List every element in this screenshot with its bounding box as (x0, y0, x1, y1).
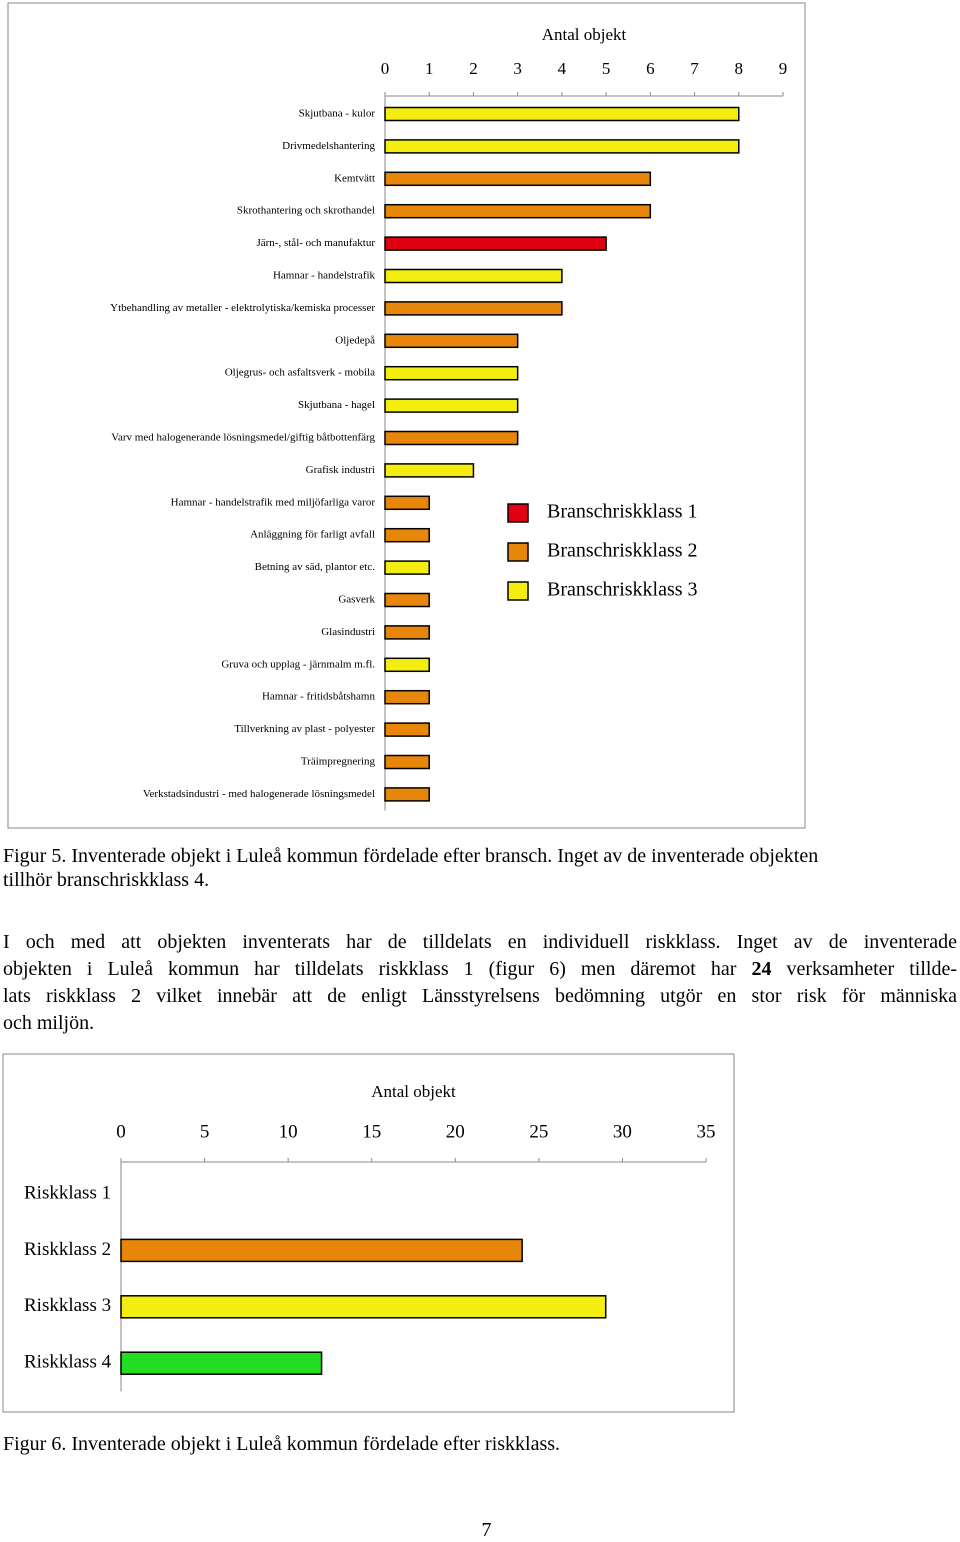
caption: Figur 6. Inventerade objekt i Luleå komm… (3, 1433, 561, 1455)
x-tick-label: 5 (200, 1121, 210, 1142)
bar (384, 754, 430, 770)
category-label: Hamnar - handelstrafik (273, 270, 376, 282)
bar (384, 203, 652, 219)
axis-title: Antal objekt (542, 25, 627, 44)
page-number: 7 (481, 1519, 492, 1541)
x-tick-label: 7 (690, 59, 699, 78)
legend-swatch (507, 581, 529, 601)
bar (384, 722, 430, 737)
text: och miljön. (3, 1012, 95, 1034)
paragraph-line: objekten i Luleå kommun har tilldelats r… (3, 957, 957, 981)
category-label: Oljegrus- och asfaltsverk - mobila (225, 367, 375, 379)
category-label: Varv med halogenerande lösningsmedel/gif… (111, 432, 375, 444)
x-tick-label: 0 (116, 1121, 126, 1142)
x-tick-label: 15 (362, 1121, 381, 1142)
category-label: Skrothantering och skrothandel (237, 205, 375, 217)
category-label: Gasverk (338, 594, 375, 606)
x-tick-label: 6 (646, 59, 655, 78)
bar (384, 236, 607, 251)
category-label: Tillverkning av plast - polyester (234, 723, 375, 735)
x-tick-label: 25 (529, 1121, 548, 1142)
paragraph-line: och miljön. (3, 1011, 957, 1035)
x-tick-label: 5 (602, 59, 611, 78)
x-tick-label: 20 (446, 1121, 465, 1142)
category-label: Hamnar - fritidsbåtshamn (262, 691, 376, 703)
bar (384, 592, 430, 608)
category-label: Gruva och upplag - järnmalm m.fl. (221, 658, 375, 670)
x-tick-label: 35 (697, 1121, 716, 1142)
bar (120, 1295, 607, 1319)
bar (384, 625, 430, 640)
x-tick-label: 30 (613, 1121, 632, 1142)
bar (120, 1351, 323, 1375)
x-tick-label: 8 (735, 59, 744, 78)
bar (384, 171, 652, 187)
x-tick-label: 9 (779, 59, 788, 78)
x-tick-label: 0 (381, 59, 390, 78)
category-label: Skjutbana - hagel (298, 399, 375, 411)
bar (384, 787, 430, 802)
category-label: Träimpregnering (301, 756, 376, 768)
legend-label: Branschriskklass 1 (547, 501, 698, 523)
category-label: Verkstadsindustri - med halogenerade lös… (143, 788, 375, 800)
category-label: Grafisk industri (306, 464, 375, 476)
bar (384, 463, 475, 478)
bar (384, 527, 430, 543)
legend-swatch (507, 542, 529, 562)
category-label: Anläggning för farligt avfall (250, 529, 375, 541)
text: I och med att objekten inventerats har d… (3, 931, 957, 953)
bar (384, 430, 519, 446)
category-label: Oljedepå (335, 334, 375, 346)
text: lats riskklass 2 vilket innebär att de e… (3, 985, 957, 1007)
legend-label: Branschriskklass 2 (547, 540, 698, 562)
caption: Figur 5. Inventerade objekt i Luleå komm… (3, 845, 819, 867)
legend-swatch (507, 503, 529, 523)
x-tick-label: 10 (279, 1121, 298, 1142)
bar (384, 106, 740, 122)
bar (384, 139, 740, 154)
paragraph-line: I och med att objekten inventerats har d… (3, 930, 957, 954)
text: 24 (751, 958, 772, 980)
bar (120, 1238, 523, 1263)
category-label: Hamnar - handelstrafik med miljöfarliga … (171, 496, 376, 508)
legend-label: Branschriskklass 3 (547, 579, 698, 601)
bar (384, 365, 519, 381)
bar (384, 495, 430, 511)
category-label: Glasindustri (321, 626, 375, 638)
chart-frame (2, 1053, 735, 1413)
x-tick-label: 1 (425, 59, 434, 78)
bar (384, 268, 563, 284)
paragraph-line: lats riskklass 2 vilket innebär att de e… (3, 984, 957, 1008)
x-tick-label: 3 (513, 59, 522, 78)
category-label: Ytbehandling av metaller - elektrolytisk… (110, 302, 375, 314)
bar (384, 689, 430, 705)
bar (384, 301, 563, 316)
category-label: Riskklass 3 (24, 1295, 111, 1316)
category-label: Kemtvätt (334, 172, 375, 184)
category-label: Drivmedelshantering (282, 140, 375, 152)
category-label: Skjutbana - kulor (299, 108, 376, 120)
bar (384, 657, 430, 673)
category-label: Riskklass 4 (24, 1352, 112, 1373)
x-tick-label: 4 (558, 59, 567, 78)
axis-title: Antal objekt (371, 1082, 456, 1101)
bar (384, 333, 519, 349)
category-label: Betning av säd, plantor etc. (255, 561, 376, 573)
bar (384, 560, 430, 575)
category-label: Riskklass 1 (24, 1182, 111, 1203)
chart-frame (7, 2, 806, 829)
category-label: Riskklass 2 (24, 1239, 111, 1260)
caption: tillhör branschriskklass 4. (3, 869, 210, 891)
bar (384, 398, 519, 413)
text: verksamheter tillde- (771, 958, 957, 980)
x-tick-label: 2 (469, 59, 478, 78)
text: objekten i Luleå kommun har tilldelats r… (3, 958, 752, 980)
category-label: Järn-, stål- och manufaktur (256, 237, 375, 249)
